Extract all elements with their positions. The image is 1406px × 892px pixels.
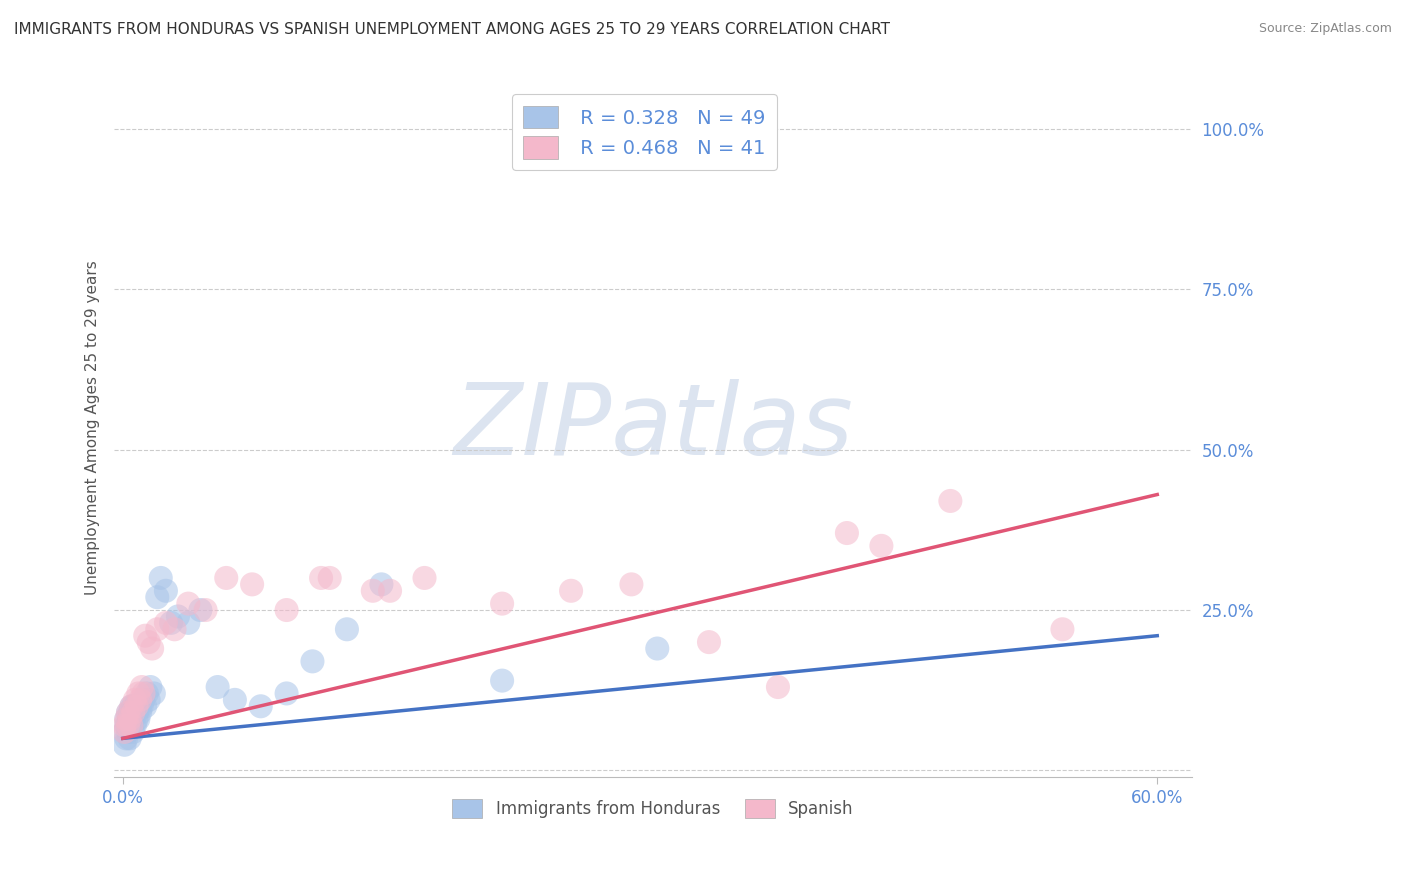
- Point: [117, 706, 139, 720]
- Point: [124, 706, 146, 720]
- Point: [131, 680, 153, 694]
- Point: [125, 699, 148, 714]
- Point: [177, 615, 200, 630]
- Point: [124, 699, 146, 714]
- Point: [215, 571, 238, 585]
- Point: [129, 706, 152, 720]
- Point: [134, 629, 156, 643]
- Point: [309, 571, 332, 585]
- Point: [560, 583, 582, 598]
- Point: [141, 641, 163, 656]
- Point: [491, 597, 513, 611]
- Point: [115, 712, 138, 726]
- Text: Source: ZipAtlas.com: Source: ZipAtlas.com: [1258, 22, 1392, 36]
- Point: [114, 725, 136, 739]
- Point: [378, 583, 401, 598]
- Y-axis label: Unemployment Among Ages 25 to 29 years: Unemployment Among Ages 25 to 29 years: [86, 260, 100, 595]
- Point: [118, 712, 141, 726]
- Point: [491, 673, 513, 688]
- Point: [146, 591, 169, 605]
- Point: [163, 622, 186, 636]
- Point: [120, 718, 142, 732]
- Point: [122, 699, 145, 714]
- Point: [115, 731, 138, 746]
- Point: [122, 712, 145, 726]
- Point: [249, 699, 271, 714]
- Point: [207, 680, 229, 694]
- Point: [125, 712, 148, 726]
- Point: [276, 686, 298, 700]
- Point: [301, 654, 323, 668]
- Point: [139, 680, 162, 694]
- Point: [132, 686, 155, 700]
- Point: [870, 539, 893, 553]
- Point: [114, 718, 136, 732]
- Point: [134, 699, 156, 714]
- Point: [120, 699, 142, 714]
- Point: [120, 712, 142, 726]
- Point: [190, 603, 212, 617]
- Point: [155, 583, 177, 598]
- Point: [361, 583, 384, 598]
- Point: [146, 622, 169, 636]
- Point: [124, 718, 146, 732]
- Point: [117, 718, 139, 732]
- Text: ZIPatlas: ZIPatlas: [453, 378, 853, 475]
- Point: [697, 635, 720, 649]
- Point: [127, 686, 149, 700]
- Point: [620, 577, 643, 591]
- Point: [835, 526, 858, 541]
- Point: [194, 603, 217, 617]
- Point: [155, 615, 177, 630]
- Point: [118, 706, 141, 720]
- Point: [413, 571, 436, 585]
- Point: [117, 706, 139, 720]
- Point: [149, 571, 172, 585]
- Point: [120, 699, 142, 714]
- Point: [129, 699, 152, 714]
- Point: [114, 738, 136, 752]
- Point: [125, 706, 148, 720]
- Point: [224, 693, 246, 707]
- Point: [336, 622, 359, 636]
- Point: [167, 609, 190, 624]
- Point: [117, 725, 139, 739]
- Point: [117, 718, 139, 732]
- Point: [177, 597, 200, 611]
- Point: [645, 641, 668, 656]
- Legend: Immigrants from Honduras, Spanish: Immigrants from Honduras, Spanish: [446, 792, 860, 824]
- Point: [115, 712, 138, 726]
- Point: [118, 712, 141, 726]
- Point: [132, 693, 155, 707]
- Point: [276, 603, 298, 617]
- Point: [370, 577, 392, 591]
- Point: [142, 686, 165, 700]
- Text: IMMIGRANTS FROM HONDURAS VS SPANISH UNEMPLOYMENT AMONG AGES 25 TO 29 YEARS CORRE: IMMIGRANTS FROM HONDURAS VS SPANISH UNEM…: [14, 22, 890, 37]
- Point: [240, 577, 263, 591]
- Point: [131, 699, 153, 714]
- Point: [127, 699, 149, 714]
- Point: [124, 693, 146, 707]
- Point: [115, 718, 138, 732]
- Point: [766, 680, 789, 694]
- Point: [114, 725, 136, 739]
- Point: [1052, 622, 1074, 636]
- Point: [127, 712, 149, 726]
- Point: [318, 571, 340, 585]
- Point: [122, 725, 145, 739]
- Point: [120, 718, 142, 732]
- Point: [138, 635, 160, 649]
- Point: [138, 693, 160, 707]
- Point: [136, 686, 159, 700]
- Point: [129, 693, 152, 707]
- Point: [118, 731, 141, 746]
- Point: [160, 615, 183, 630]
- Point: [122, 706, 145, 720]
- Point: [939, 494, 962, 508]
